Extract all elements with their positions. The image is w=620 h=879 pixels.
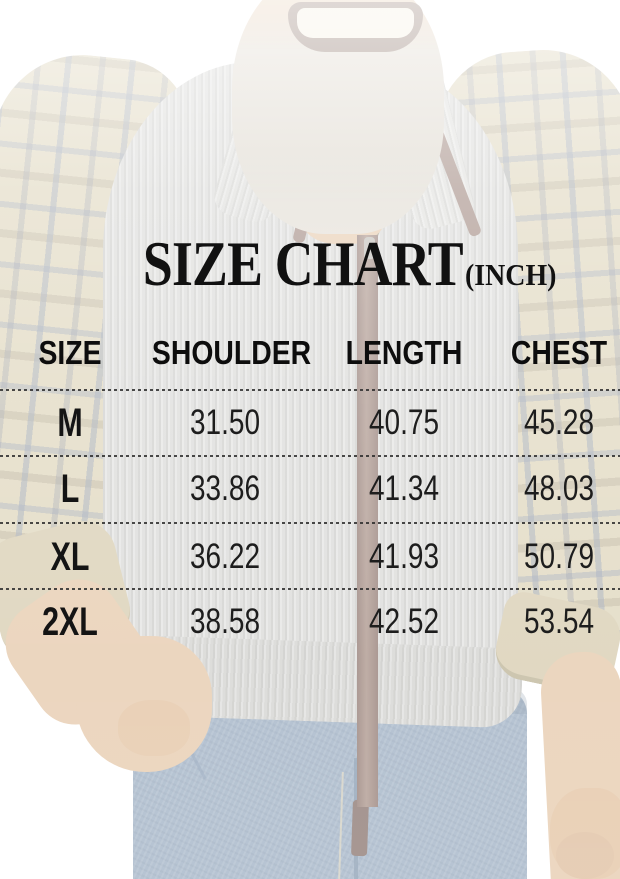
- chest-cell: 48.03: [523, 469, 595, 508]
- size-cell: L: [60, 466, 80, 511]
- divider-line: [0, 588, 620, 590]
- length-cell: 41.93: [368, 537, 440, 576]
- chest-cell: 50.79: [523, 537, 595, 576]
- length-cell: 42.52: [368, 602, 440, 641]
- column-header-chest: CHEST: [510, 334, 608, 371]
- column-header-size: SIZE: [38, 334, 102, 371]
- size-cell: XL: [50, 534, 90, 579]
- table-row-m: M 31.50 40.75 45.28: [0, 392, 620, 454]
- size-chart-title: SIZE CHART: [142, 228, 464, 299]
- column-header-shoulder: SHOULDER: [151, 334, 312, 371]
- chest-cell: 45.28: [523, 403, 595, 442]
- table-row-2xl: 2XL 38.58 42.52 53.54: [0, 592, 620, 652]
- size-chart-unit-label: (INCH): [464, 257, 557, 292]
- length-cell: 40.75: [368, 403, 440, 442]
- size-chart-title-row: SIZE CHART (INCH): [14, 232, 620, 296]
- length-cell: 41.34: [368, 469, 440, 508]
- shoulder-cell: 38.58: [189, 602, 261, 641]
- divider-line: [0, 389, 620, 391]
- table-header-row: SIZE SHOULDER LENGTH CHEST: [0, 332, 620, 374]
- shoulder-cell: 36.22: [189, 537, 261, 576]
- size-cell: M: [57, 400, 83, 445]
- table-row-l: L 33.86 41.34 48.03: [0, 458, 620, 520]
- size-cell: 2XL: [42, 599, 98, 644]
- column-header-length: LENGTH: [345, 334, 463, 371]
- divider-line: [0, 455, 620, 457]
- shoulder-cell: 33.86: [189, 469, 261, 508]
- table-row-xl: XL 36.22 41.93 50.79: [0, 526, 620, 588]
- chest-cell: 53.54: [523, 602, 595, 641]
- divider-line: [0, 522, 620, 524]
- shoulder-cell: 31.50: [189, 403, 261, 442]
